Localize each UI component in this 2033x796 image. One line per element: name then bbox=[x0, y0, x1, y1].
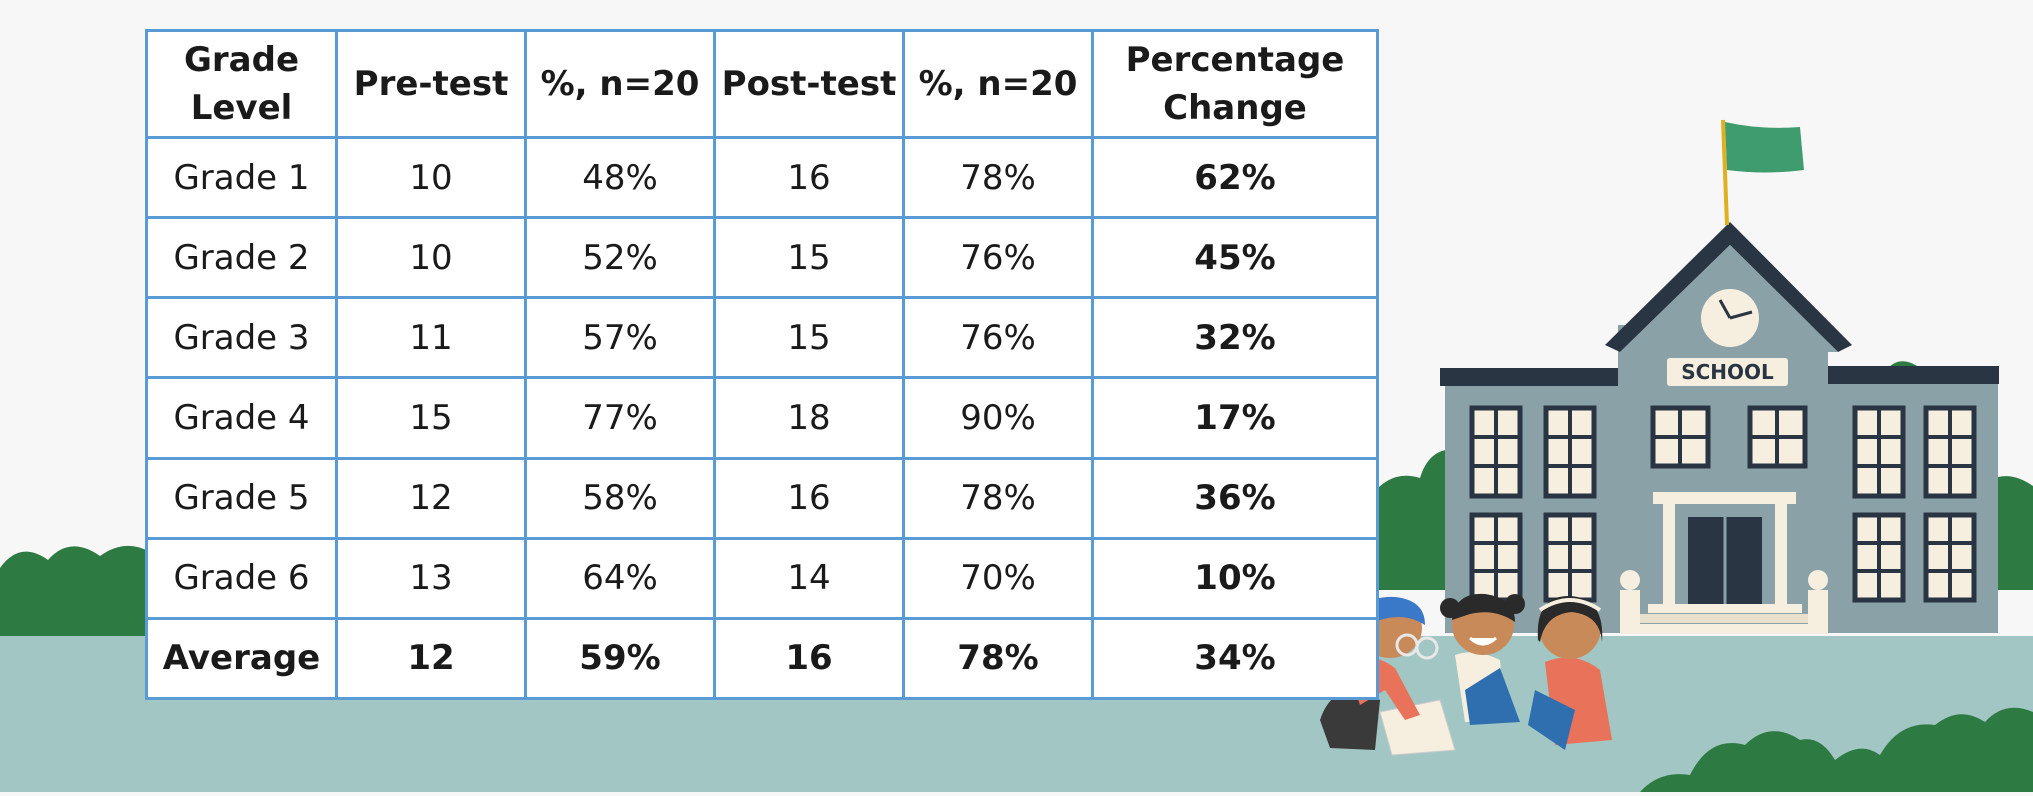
cell-percentage-change: 45% bbox=[1091, 216, 1379, 300]
cell-pre-test-percent: 52% bbox=[524, 216, 716, 300]
cell-grade: Grade 3 bbox=[145, 296, 338, 380]
back-bush-left bbox=[1376, 449, 1460, 590]
cell-post-test-percent: 78% bbox=[902, 456, 1094, 540]
cell-post-test-percent: 90% bbox=[902, 376, 1094, 460]
cell-post-test: 15 bbox=[713, 216, 905, 300]
header-grade-level: Grade Level bbox=[145, 29, 338, 139]
header-post-test-percent: %, n=20 bbox=[902, 29, 1094, 139]
table-row: Grade 4 15 77% 18 90% 17% bbox=[145, 376, 1379, 460]
cell-grade: Grade 6 bbox=[145, 536, 338, 620]
kids-reading bbox=[1320, 593, 1612, 756]
cell-average-pre-test-percent: 59% bbox=[524, 616, 716, 701]
cell-grade: Grade 1 bbox=[145, 135, 338, 220]
school-building bbox=[1440, 119, 1999, 634]
cell-pre-test: 13 bbox=[335, 536, 527, 620]
cell-percentage-change: 36% bbox=[1091, 456, 1379, 540]
table-row: Grade 2 10 52% 15 76% 45% bbox=[145, 216, 1379, 300]
cell-pre-test-percent: 58% bbox=[524, 456, 716, 540]
right-bush bbox=[1990, 476, 2033, 590]
cell-grade: Grade 2 bbox=[145, 216, 338, 300]
cell-post-test: 15 bbox=[713, 296, 905, 380]
header-percentage-change: Percentage Change bbox=[1091, 29, 1379, 139]
cell-percentage-change: 17% bbox=[1091, 376, 1379, 460]
table-row: Grade 1 10 48% 16 78% 62% bbox=[145, 135, 1379, 220]
left-bush bbox=[0, 545, 150, 636]
cell-average-pre-test: 12 bbox=[335, 616, 527, 701]
average-row: Average 12 59% 16 78% 34% bbox=[145, 616, 1379, 701]
cell-grade: Grade 4 bbox=[145, 376, 338, 460]
bottom-bush bbox=[1640, 707, 2033, 792]
cell-average-label: Average bbox=[145, 616, 338, 701]
cell-pre-test: 15 bbox=[335, 376, 527, 460]
school-sign: SCHOOL bbox=[1681, 360, 1774, 384]
header-post-test: Post-test bbox=[713, 29, 905, 139]
cell-grade: Grade 5 bbox=[145, 456, 338, 540]
cell-post-test-percent: 76% bbox=[902, 296, 1094, 380]
cell-pre-test: 10 bbox=[335, 135, 527, 220]
table-header-row: Grade Level Pre-test %, n=20 Post-test %,… bbox=[145, 29, 1379, 139]
cell-pre-test: 11 bbox=[335, 296, 527, 380]
cell-percentage-change: 10% bbox=[1091, 536, 1379, 620]
results-table: Grade Level Pre-test %, n=20 Post-test %,… bbox=[145, 29, 1379, 701]
cell-post-test: 16 bbox=[713, 135, 905, 220]
cell-percentage-change: 32% bbox=[1091, 296, 1379, 380]
header-pre-test-percent: %, n=20 bbox=[524, 29, 716, 139]
cell-pre-test: 12 bbox=[335, 456, 527, 540]
cell-percentage-change: 62% bbox=[1091, 135, 1379, 220]
table-row: Grade 6 13 64% 14 70% 10% bbox=[145, 536, 1379, 620]
cell-pre-test-percent: 48% bbox=[524, 135, 716, 220]
cell-pre-test: 10 bbox=[335, 216, 527, 300]
table-row: Grade 5 12 58% 16 78% 36% bbox=[145, 456, 1379, 540]
cell-average-percentage-change: 34% bbox=[1091, 616, 1379, 701]
cell-post-test: 16 bbox=[713, 456, 905, 540]
cell-post-test: 18 bbox=[713, 376, 905, 460]
cell-pre-test-percent: 77% bbox=[524, 376, 716, 460]
table-row: Grade 3 11 57% 15 76% 32% bbox=[145, 296, 1379, 380]
cell-post-test-percent: 76% bbox=[902, 216, 1094, 300]
cell-pre-test-percent: 57% bbox=[524, 296, 716, 380]
cell-pre-test-percent: 64% bbox=[524, 536, 716, 620]
cell-post-test: 14 bbox=[713, 536, 905, 620]
cell-post-test-percent: 70% bbox=[902, 536, 1094, 620]
header-pre-test: Pre-test bbox=[335, 29, 527, 139]
cell-post-test-percent: 78% bbox=[902, 135, 1094, 220]
cell-average-post-test-percent: 78% bbox=[902, 616, 1094, 701]
cell-average-post-test: 16 bbox=[713, 616, 905, 701]
results-table-container: Grade Level Pre-test %, n=20 Post-test %,… bbox=[145, 29, 1379, 701]
